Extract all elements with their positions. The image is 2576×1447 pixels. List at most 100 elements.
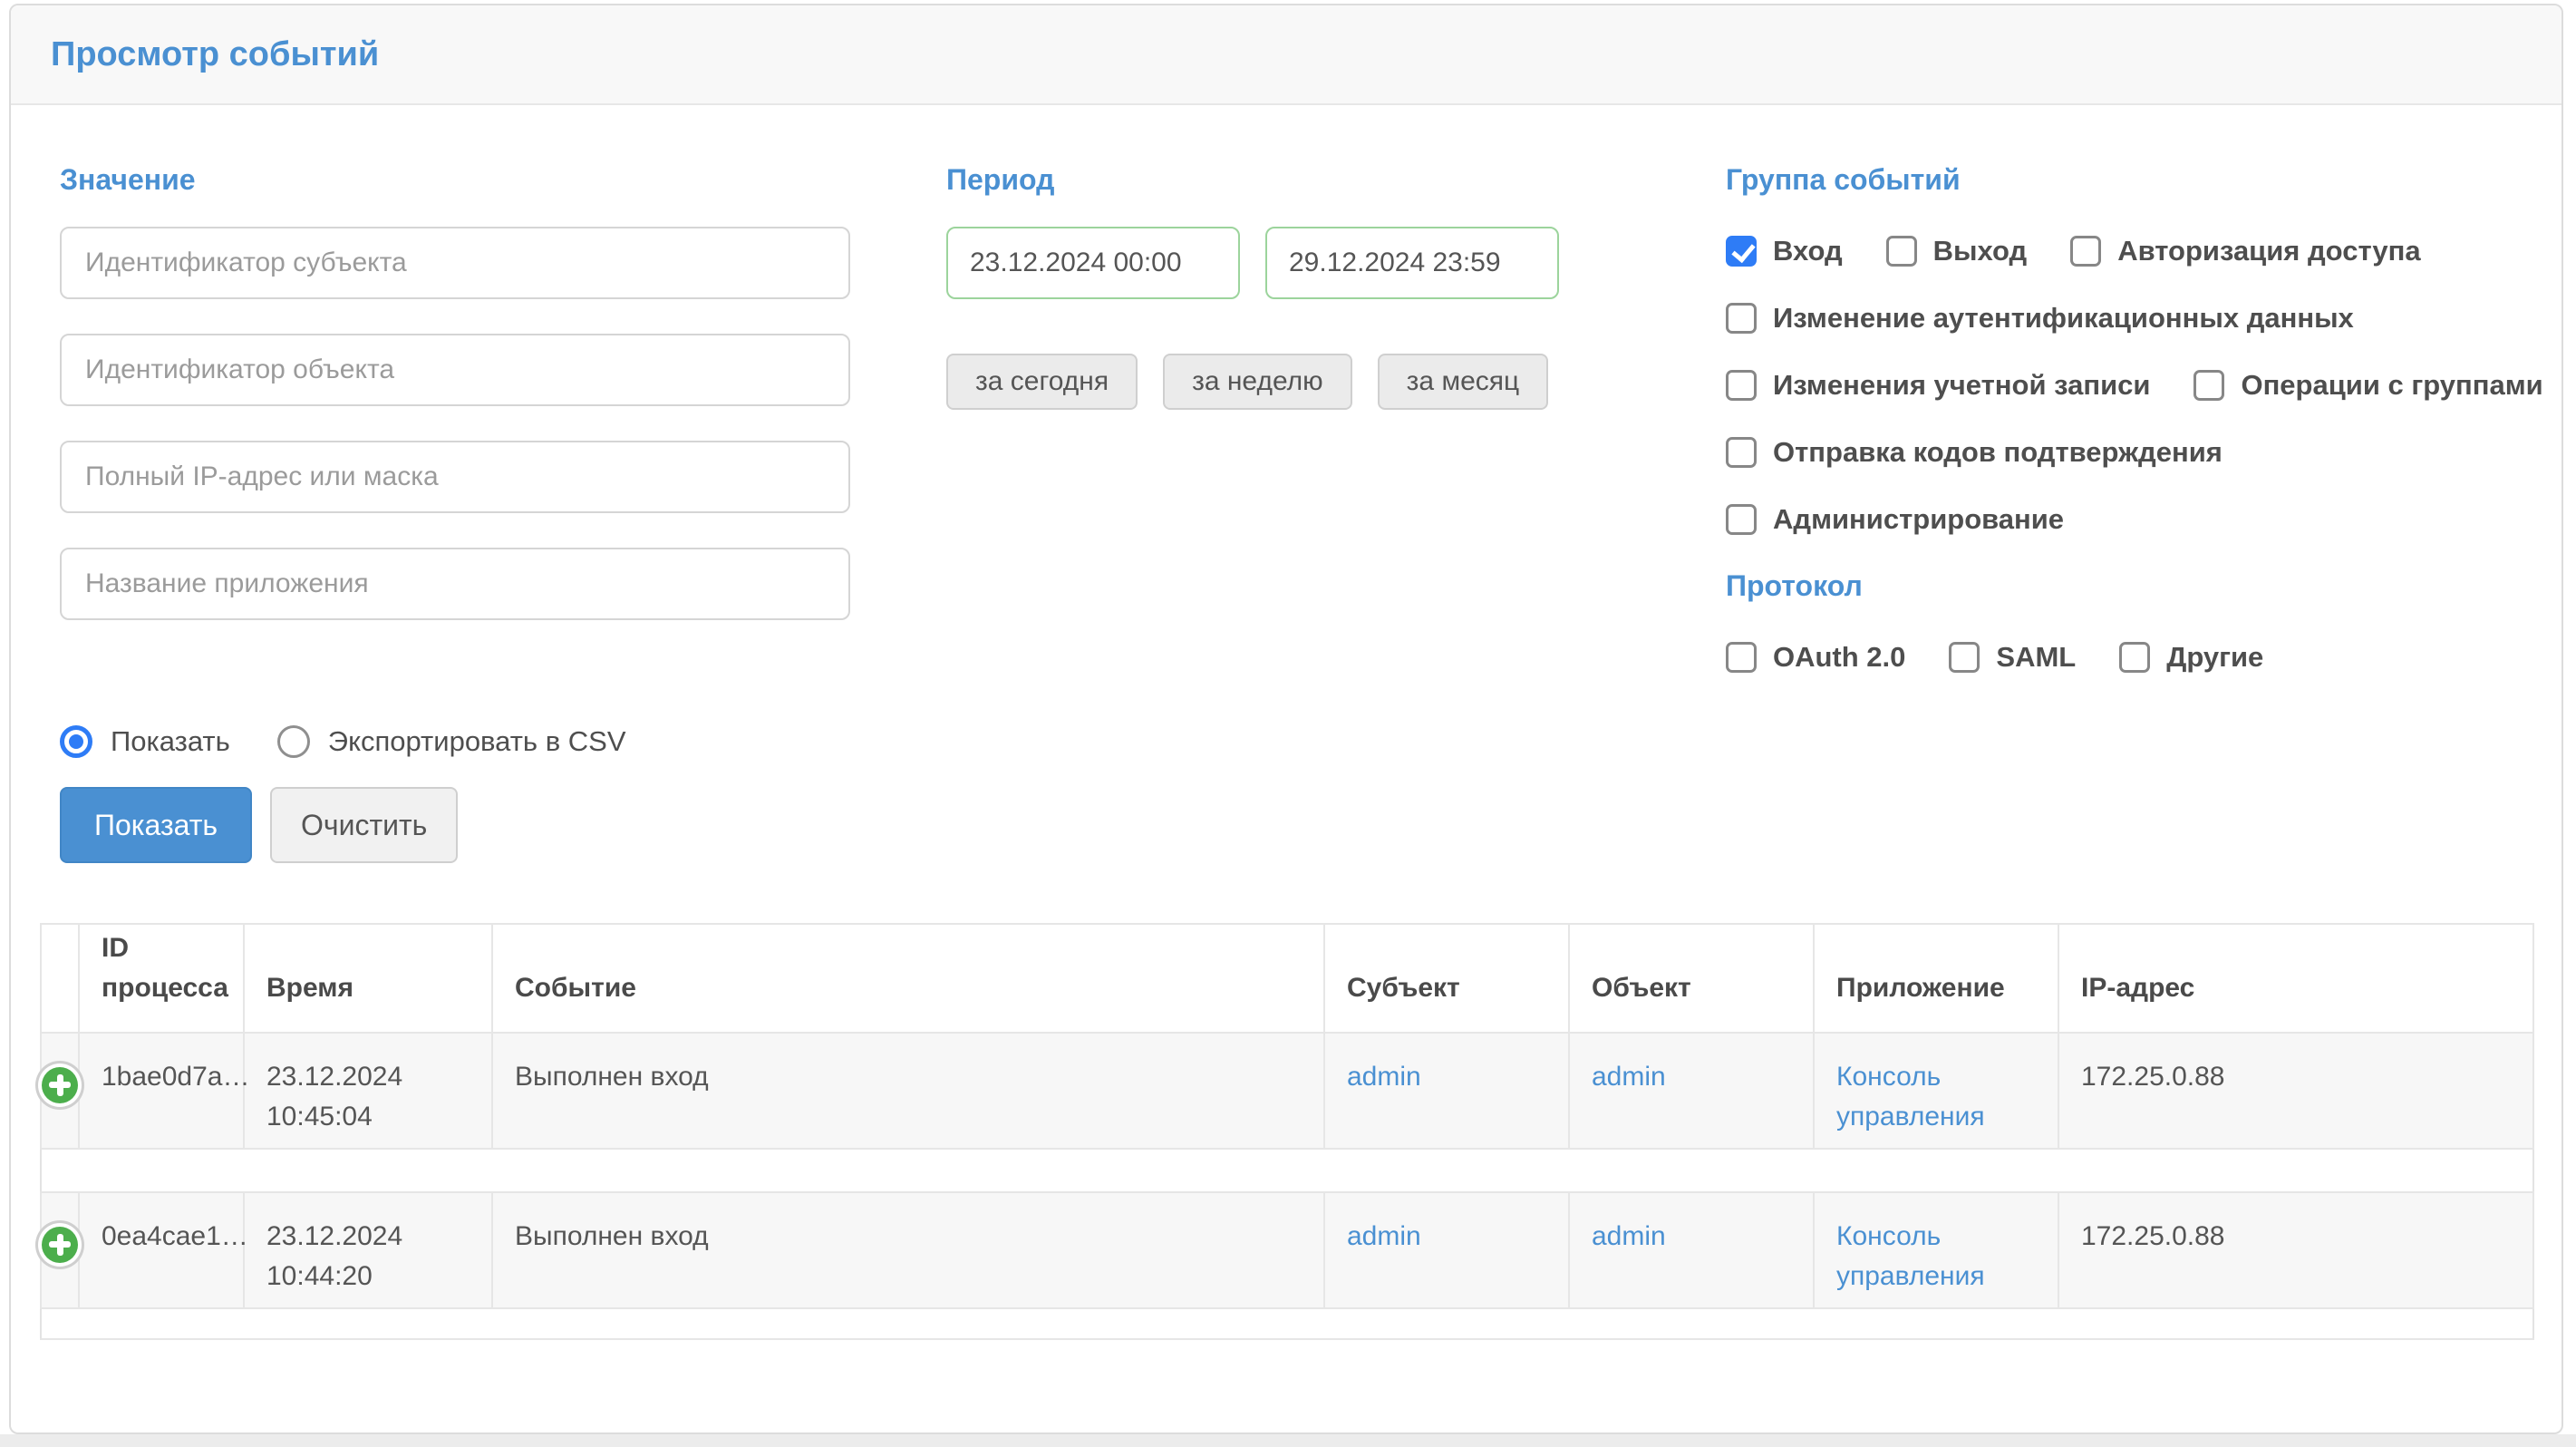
date-range-row	[946, 227, 1671, 299]
range-today-button[interactable]: за сегодня	[946, 354, 1138, 410]
protocol-checkbox[interactable]: SAML	[1949, 641, 2076, 674]
time-cell: 23.12.2024 10:45:04	[243, 1032, 493, 1150]
value-filter-input-4[interactable]	[60, 548, 850, 620]
column-header: Объект	[1568, 923, 1815, 1034]
action-buttons: Показать Очистить	[60, 787, 459, 863]
checkbox-icon	[1726, 303, 1757, 334]
checkbox-icon	[1949, 642, 1980, 673]
ip-cell: 172.25.0.88	[2058, 1191, 2534, 1309]
checkbox-label: Операции с группами	[2241, 369, 2543, 401]
range-month-button[interactable]: за месяц	[1377, 354, 1549, 410]
events-table-header: ID процесса Время Событие Субъект Объект Прил…	[40, 923, 2534, 1034]
checkbox-icon	[2193, 370, 2225, 401]
ip-cell: 172.25.0.88	[2058, 1032, 2534, 1150]
date-to-input[interactable]	[1265, 227, 1559, 299]
checkbox-label: Изменения учетной записи	[1773, 369, 2151, 401]
value-filter-input-3[interactable]	[60, 441, 850, 513]
output-mode-radio[interactable]: Показать	[60, 725, 230, 758]
event-group-checkbox[interactable]: Изменение аутентификационных данных	[1726, 302, 2354, 335]
page-title: Просмотр событий	[51, 34, 380, 73]
object-link[interactable]: admin	[1592, 1221, 1666, 1251]
date-from-input[interactable]	[946, 227, 1240, 299]
event-group-checkbox[interactable]: Администрирование	[1726, 503, 2064, 536]
radio-icon	[276, 725, 310, 758]
subject-link[interactable]: admin	[1347, 1062, 1421, 1092]
application-cell: Консоль управления	[1813, 1191, 2059, 1309]
checkbox-label: Изменение аутентификационных данных	[1773, 302, 2354, 334]
event-group-row: Вход Выход Авторизация доступа	[1726, 235, 2561, 267]
expand-plus-icon[interactable]	[42, 1226, 78, 1263]
event-group-rows: Вход Выход Авторизация доступа Изменение ау…	[1726, 235, 2561, 536]
range-week-button[interactable]: за неделю	[1163, 354, 1352, 410]
panel-body: Значение Период за сегодня за неделю за ме…	[11, 105, 2561, 1432]
panel-header: Просмотр событий	[11, 5, 2561, 105]
event-groups-title: Группа событий	[1726, 163, 1961, 196]
object-link[interactable]: admin	[1592, 1062, 1666, 1092]
event-row: 1bae0d7a… 23.12.2024 10:45:04 Выполнен вхо…	[40, 1032, 2534, 1150]
radio-icon	[60, 725, 92, 758]
protocol-rows: OAuth 2.0 SAML Другие	[1726, 641, 2561, 674]
event-group-checkbox[interactable]: Вход	[1726, 235, 1843, 267]
period-section: Период за сегодня за неделю за месяц	[946, 165, 1671, 410]
output-mode-radio[interactable]: Экспортировать в CSV	[276, 725, 626, 758]
events-panel: Просмотр событий Значение Период за сего…	[9, 4, 2563, 1434]
detail-spacer-row	[41, 1308, 2533, 1340]
checkbox-label: Авторизация доступа	[2117, 235, 2421, 267]
subject-link[interactable]: admin	[1347, 1221, 1421, 1251]
checkbox-icon	[2119, 642, 2151, 673]
event-row: 0ea4cae1… 23.12.2024 10:44:20 Выполнен вхо…	[40, 1191, 2534, 1309]
event-group-checkbox[interactable]: Изменения учетной записи	[1726, 369, 2150, 402]
event-group-row: Изменения учетной записи Операции с групп…	[1726, 369, 2561, 402]
subject-cell: admin	[1323, 1032, 1570, 1150]
event-group-checkbox[interactable]: Выход	[1885, 235, 2027, 267]
event-group-row: Изменение аутентификационных данных	[1726, 302, 2561, 335]
column-header: Событие	[491, 923, 1325, 1034]
column-header: Субъект	[1323, 923, 1570, 1034]
checkbox-icon	[1726, 504, 1757, 535]
expand-column-header	[40, 923, 80, 1034]
protocol-title: Протокол	[1726, 569, 1863, 602]
event-group-checkbox[interactable]: Операции с группами	[2193, 369, 2543, 402]
object-cell: admin	[1568, 1032, 1815, 1150]
column-header: Время	[243, 923, 493, 1034]
quick-ranges: за сегодня за неделю за месяц	[946, 354, 1671, 410]
period-section-title: Период	[946, 163, 1055, 196]
column-header: Приложение	[1813, 923, 2059, 1034]
value-filter-input-1[interactable]	[60, 227, 850, 299]
expand-plus-icon[interactable]	[42, 1066, 78, 1103]
application-link[interactable]: Консоль управления	[1836, 1221, 1985, 1291]
checkbox-icon	[1885, 236, 1917, 267]
event-cell: Выполнен вход	[491, 1032, 1325, 1150]
events-table-body: 1bae0d7a… 23.12.2024 10:45:04 Выполнен вхо…	[40, 1032, 2534, 1340]
value-filters-section: Значение	[60, 165, 850, 655]
page-bottom-strip	[0, 1434, 2576, 1447]
protocol-row: OAuth 2.0 SAML Другие	[1726, 641, 2561, 674]
radio-label: Показать	[111, 725, 230, 757]
protocol-checkbox[interactable]: OAuth 2.0	[1726, 641, 1905, 674]
event-cell: Выполнен вход	[491, 1191, 1325, 1309]
process-id-cell: 0ea4cae1…	[78, 1191, 248, 1309]
checkbox-label: OAuth 2.0	[1773, 641, 1906, 673]
event-group-checkbox[interactable]: Отправка кодов подтверждения	[1726, 436, 2223, 469]
application-link[interactable]: Консоль управления	[1836, 1062, 1985, 1131]
time-cell: 23.12.2024 10:44:20	[243, 1191, 493, 1309]
event-group-checkbox[interactable]: Авторизация доступа	[2070, 235, 2421, 267]
checkbox-icon	[1726, 370, 1757, 401]
event-group-row: Администрирование	[1726, 503, 2561, 536]
clear-button[interactable]: Очистить	[270, 787, 459, 863]
events-table: ID процесса Время Событие Субъект Объект Прил…	[40, 923, 2534, 1340]
checkbox-label: Администрирование	[1773, 503, 2065, 535]
expand-cell	[40, 1191, 80, 1309]
checkbox-label: Другие	[2166, 641, 2264, 673]
checkbox-icon	[2070, 236, 2102, 267]
expand-cell	[40, 1032, 80, 1150]
value-filter-input-2[interactable]	[60, 334, 850, 406]
show-button[interactable]: Показать	[60, 787, 253, 863]
detail-spacer-row	[41, 1149, 2533, 1193]
checkbox-icon	[1726, 236, 1757, 267]
value-inputs	[60, 227, 850, 620]
protocol-checkbox[interactable]: Другие	[2119, 641, 2263, 674]
detail-spacer-cell	[41, 1149, 2533, 1193]
checkbox-label: SAML	[1996, 641, 2077, 673]
